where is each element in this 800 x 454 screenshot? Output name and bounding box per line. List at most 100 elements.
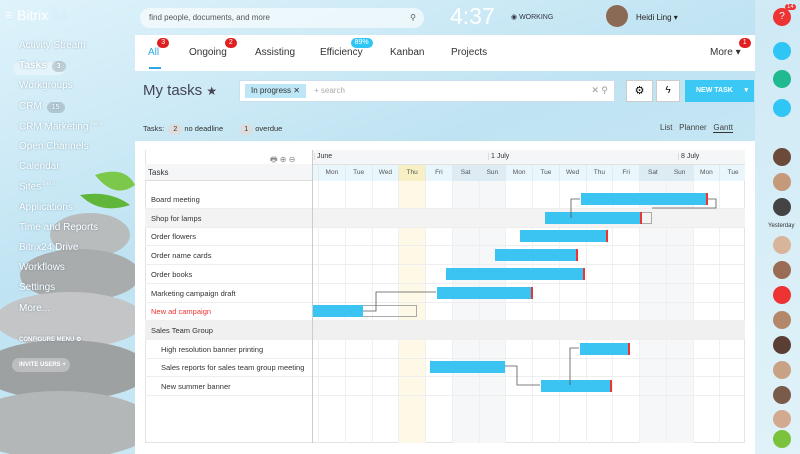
sidebar-item[interactable]: More... <box>19 303 50 314</box>
filter-chip-text: In progress <box>251 86 292 95</box>
filter-icons[interactable]: ✕ ⚲ <box>591 85 608 95</box>
day-label: Thu <box>398 165 425 181</box>
work-status[interactable]: ◉ WORKING <box>511 14 554 21</box>
tab-underline <box>149 67 161 69</box>
tab[interactable]: Efficiency 89% <box>320 38 373 58</box>
tab-badge: 89% <box>350 38 373 48</box>
sidebar-label: Tasks <box>19 60 47 72</box>
task-row[interactable]: High resolution banner printing <box>145 340 745 359</box>
gantt-bar[interactable] <box>580 342 630 355</box>
contact-avatar[interactable] <box>773 198 791 216</box>
sidebar-label: Calendar <box>19 161 60 173</box>
gantt-bar[interactable] <box>541 380 612 392</box>
month-label: June <box>314 153 332 160</box>
gantt-bar[interactable] <box>446 267 585 280</box>
sidebar-item[interactable]: Open Channels <box>19 141 89 152</box>
counter-label[interactable]: overdue <box>255 124 283 133</box>
search-box[interactable]: find people, documents, and more ⚲ <box>140 8 424 28</box>
filter-chip[interactable]: In progress ✕ <box>245 84 306 98</box>
sidebar-item[interactable]: Bitrix24.Drive <box>19 242 78 253</box>
gantt-bar[interactable] <box>430 361 505 374</box>
notifications-button[interactable] <box>773 42 791 60</box>
help-button[interactable]: ? <box>773 8 791 26</box>
contact-avatar[interactable] <box>773 410 791 428</box>
gantt-bar[interactable] <box>520 230 608 243</box>
task-title: Board meeting <box>151 195 200 204</box>
task-row[interactable]: Board meeting <box>145 190 745 209</box>
task-row[interactable]: Sales reports for sales team group meeti… <box>145 358 745 378</box>
user-avatar[interactable] <box>606 5 628 27</box>
gantt-bar[interactable] <box>495 249 578 262</box>
active-item-bg <box>13 62 65 75</box>
contact-avatar[interactable] <box>773 261 791 279</box>
bolt-button[interactable]: ϟ <box>656 80 680 102</box>
contact-avatar[interactable] <box>773 236 791 254</box>
day-column <box>558 181 586 443</box>
day-column <box>719 181 746 443</box>
task-row[interactable]: Order name cards <box>145 246 745 266</box>
view-option[interactable]: Gantt <box>713 123 733 133</box>
sidebar-item[interactable]: Time and Reports <box>19 222 98 233</box>
day-column <box>612 181 639 443</box>
gantt-bar[interactable] <box>437 286 533 299</box>
contact-avatar[interactable] <box>773 311 791 329</box>
yesterday-label: Yesterday <box>768 223 795 229</box>
contact-avatar[interactable] <box>773 173 791 191</box>
sidebar-item[interactable]: Sites beta <box>19 181 55 192</box>
filter-search-text: search <box>320 86 345 95</box>
sidebar-item[interactable]: Calendar <box>19 161 60 172</box>
sidebar-item[interactable]: CRM 15 <box>19 101 65 113</box>
task-title: Sales reports for sales team group meeti… <box>161 363 305 373</box>
tab[interactable]: Kanban <box>390 47 424 58</box>
day-column <box>371 181 399 443</box>
sidebar-item[interactable]: Activity Stream <box>19 40 86 51</box>
task-row[interactable]: Order flowers <box>145 227 745 247</box>
chat-button[interactable] <box>773 70 791 88</box>
tab[interactable]: Projects <box>451 47 487 58</box>
task-row[interactable]: Sales Team Group <box>145 320 745 340</box>
beta-label: beta <box>90 120 103 127</box>
gantt-bar[interactable] <box>545 211 642 224</box>
task-row[interactable]: New ad campaign <box>145 302 745 322</box>
sidebar-item[interactable]: Settings <box>19 282 55 293</box>
new-task-button[interactable]: NEW TASK ▾ <box>685 80 754 102</box>
task-row[interactable]: Order books <box>145 265 745 284</box>
sidebar-item[interactable]: Tasks 3 <box>19 60 66 73</box>
contact-avatar[interactable] <box>773 336 791 354</box>
contact-avatar[interactable] <box>773 286 791 304</box>
gantt-bar[interactable] <box>313 305 363 318</box>
configure-menu[interactable]: CONFIGURE MENU ⚙ <box>19 337 82 343</box>
star-icon[interactable]: ★ <box>206 84 218 98</box>
contact-avatar[interactable] <box>773 386 791 404</box>
view-option[interactable]: Planner <box>679 123 707 132</box>
tab[interactable]: More ▾ 1 <box>710 38 751 58</box>
filter-box[interactable]: In progress ✕ + search ✕ ⚲ <box>239 80 615 102</box>
sidebar-item[interactable]: Workgroups <box>19 80 73 91</box>
sidebar-item[interactable]: Workflows <box>19 262 65 273</box>
contact-avatar[interactable] <box>773 148 791 166</box>
sidebar-label: Applications <box>19 201 73 213</box>
contact-avatar[interactable] <box>773 361 791 379</box>
sidebar-label: Workgroups <box>19 80 73 92</box>
task-row[interactable]: New summer banner <box>145 377 745 396</box>
sidebar-label: CRM Marketing <box>19 121 89 133</box>
counter-label[interactable]: no deadline <box>184 124 224 133</box>
sidebar-item[interactable]: CRM Marketing beta <box>19 121 102 132</box>
user-name[interactable]: Heidi Ling ▾ <box>636 13 678 22</box>
call-button[interactable] <box>773 430 791 448</box>
menu-icon[interactable]: ☰ <box>5 11 13 20</box>
task-row[interactable]: Marketing campaign draft <box>145 284 745 303</box>
gantt-bar[interactable] <box>581 193 708 205</box>
counter-count[interactable]: 1 <box>239 124 254 135</box>
tab[interactable]: All 3 <box>148 38 170 58</box>
counter-count[interactable]: 2 <box>168 124 183 135</box>
invite-users[interactable]: INVITE USERS + <box>12 358 70 372</box>
tab[interactable]: Ongoing 2 <box>189 38 237 58</box>
settings-button[interactable]: ⚙ <box>626 80 653 102</box>
tab[interactable]: Assisting <box>255 47 295 58</box>
sidebar-item[interactable]: Applications <box>19 202 73 213</box>
view-option[interactable]: List <box>660 123 673 132</box>
logo: Bitrix 24 <box>17 7 68 23</box>
gantt-tools[interactable]: 🖶 ⊕ ⊖ <box>270 155 296 164</box>
contact-button[interactable] <box>773 99 791 117</box>
